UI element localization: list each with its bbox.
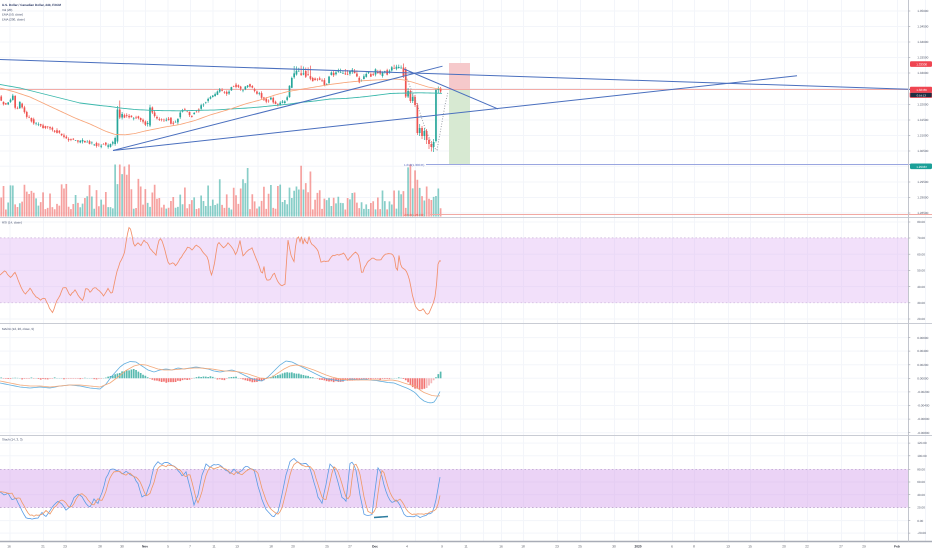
svg-text:25: 25	[578, 544, 582, 548]
svg-text:20: 20	[291, 544, 295, 548]
svg-text:120.00: 120.00	[917, 441, 927, 445]
svg-text:40.00: 40.00	[917, 285, 925, 289]
svg-text:27: 27	[348, 544, 352, 548]
svg-text:1.29000: 1.29000	[917, 196, 928, 200]
svg-text:EMA (200, close): EMA (200, close)	[2, 17, 25, 21]
svg-text:30: 30	[120, 544, 124, 548]
svg-text:80.00: 80.00	[917, 220, 925, 224]
svg-text:Vol (20): Vol (20)	[2, 8, 12, 12]
svg-text:1.29500: 1.29500	[917, 180, 928, 184]
svg-text:25: 25	[325, 544, 329, 548]
svg-text:16: 16	[7, 544, 11, 548]
svg-text:-0.00800: -0.00800	[917, 431, 929, 435]
svg-text:1.29987: 1.29987	[916, 165, 927, 169]
svg-text:30.00: 30.00	[917, 301, 925, 305]
svg-text:13: 13	[235, 544, 239, 548]
svg-text:100.00: 100.00	[917, 454, 927, 458]
svg-text:21: 21	[41, 544, 45, 548]
svg-text:EMA (50, close): EMA (50, close)	[2, 13, 23, 17]
svg-text:1.35000: 1.35000	[917, 9, 928, 13]
svg-text:-0.00400: -0.00400	[917, 404, 929, 408]
svg-text:18: 18	[521, 544, 525, 548]
svg-text:60.00: 60.00	[917, 480, 925, 484]
svg-text:7: 7	[189, 544, 191, 548]
svg-text:8: 8	[693, 544, 695, 548]
svg-text:Dec: Dec	[372, 544, 378, 548]
svg-text:Feb: Feb	[894, 544, 900, 548]
svg-text:0.00200: 0.00200	[917, 363, 928, 367]
svg-text:U.S. Dollar / Canadian Dollar,: U.S. Dollar / Canadian Dollar, 240, FXCM	[2, 3, 61, 7]
svg-text:11: 11	[212, 544, 216, 548]
svg-text:18: 18	[269, 544, 273, 548]
svg-text:0.00: 0.00	[917, 519, 923, 523]
svg-text:1.32465: 1.32465	[916, 88, 927, 92]
svg-text:0.00600: 0.00600	[917, 336, 928, 340]
svg-text:4: 4	[406, 544, 408, 548]
svg-text:RSI (14, close): RSI (14, close)	[2, 221, 22, 225]
svg-text:1.34500: 1.34500	[917, 25, 928, 29]
svg-text:9: 9	[441, 544, 443, 548]
svg-text:-0.00200: -0.00200	[917, 390, 929, 394]
svg-text:Stoch (14, 3, 3): Stoch (14, 3, 3)	[2, 438, 23, 442]
svg-text:1.33000: 1.33000	[917, 71, 928, 75]
svg-text:29: 29	[862, 544, 866, 548]
svg-text:20.00: 20.00	[917, 317, 925, 321]
svg-text:80.00: 80.00	[917, 467, 925, 471]
svg-text:50.00: 50.00	[917, 269, 925, 273]
svg-text:2.618(1.28432): 2.618(1.28432)	[404, 213, 424, 217]
svg-text:23: 23	[555, 544, 559, 548]
svg-text:0.00400: 0.00400	[917, 349, 928, 353]
svg-text:5: 5	[167, 544, 169, 548]
svg-text:13: 13	[726, 544, 730, 548]
svg-text:11: 11	[464, 544, 468, 548]
svg-text:1.33500: 1.33500	[917, 56, 928, 60]
svg-text:0:54:13: 0:54:13	[917, 94, 927, 98]
svg-text:20: 20	[782, 544, 786, 548]
svg-text:28: 28	[98, 544, 102, 548]
svg-text:70.00: 70.00	[917, 236, 925, 240]
svg-text:23: 23	[63, 544, 67, 548]
svg-text:1.30500: 1.30500	[917, 149, 928, 153]
svg-text:1.31500: 1.31500	[917, 118, 928, 122]
svg-text:Nov: Nov	[142, 544, 148, 548]
svg-text:1.28500: 1.28500	[917, 211, 928, 215]
svg-text:1.618(1.30045): 1.618(1.30045)	[404, 163, 424, 167]
svg-text:27: 27	[839, 544, 843, 548]
svg-text:6: 6	[671, 544, 673, 548]
svg-text:22: 22	[805, 544, 809, 548]
svg-text:16: 16	[499, 544, 503, 548]
svg-text:15: 15	[748, 544, 752, 548]
svg-text:1.31000: 1.31000	[917, 134, 928, 138]
svg-text:MACD (12, 26, close, 9): MACD (12, 26, close, 9)	[2, 327, 34, 331]
svg-text:20.00: 20.00	[917, 506, 925, 510]
svg-text:60.00: 60.00	[917, 252, 925, 256]
svg-text:-20.00: -20.00	[917, 531, 926, 535]
svg-text:30: 30	[612, 544, 616, 548]
svg-text:40.00: 40.00	[917, 493, 925, 497]
svg-text:2020: 2020	[634, 544, 641, 548]
svg-text:-0.00600: -0.00600	[917, 417, 929, 421]
svg-text:1.33300: 1.33300	[916, 63, 927, 67]
svg-text:0.00000: 0.00000	[917, 376, 928, 380]
svg-text:1.32000: 1.32000	[917, 103, 928, 107]
svg-text:1.34000: 1.34000	[917, 40, 928, 44]
